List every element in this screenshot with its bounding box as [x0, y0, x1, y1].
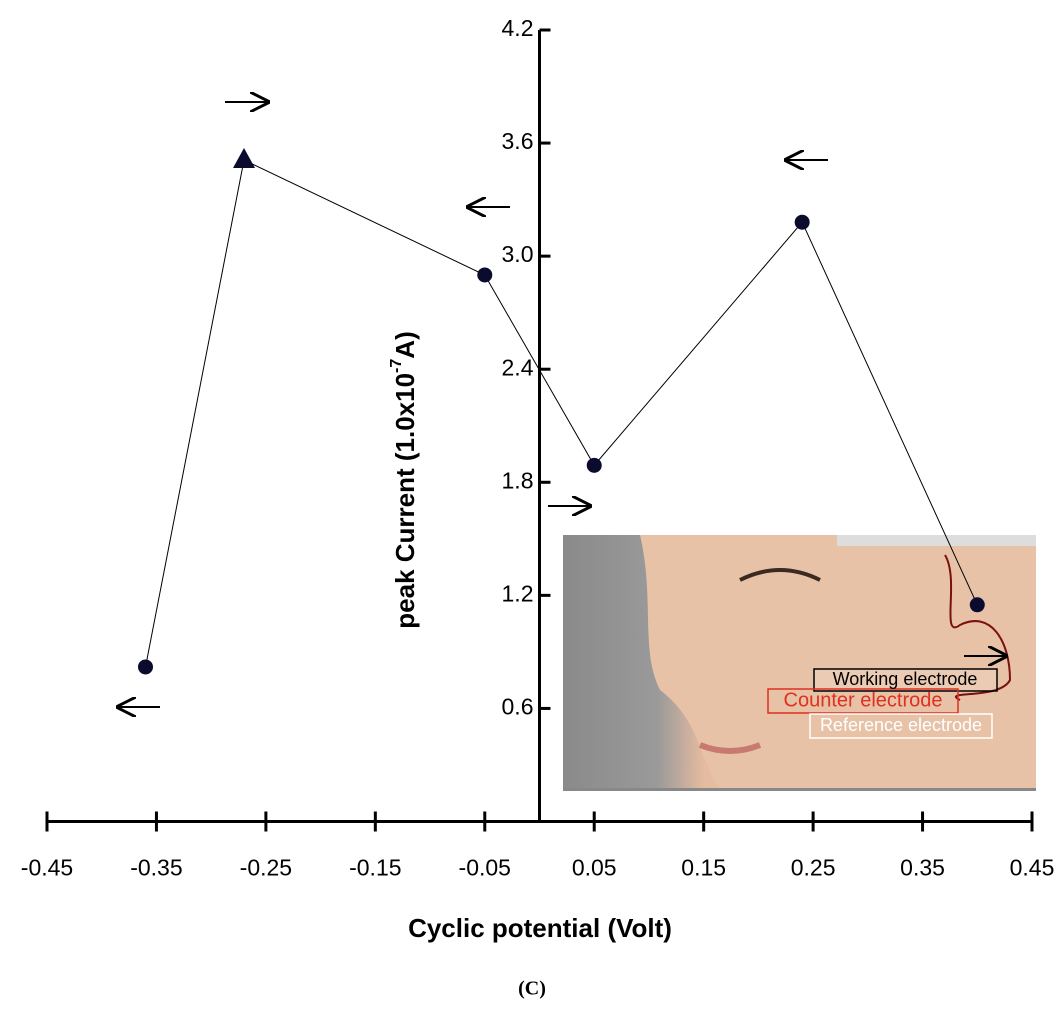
x-tick-label: 0.45: [1010, 855, 1055, 881]
y-label-part: peak Current (1.0x10: [390, 373, 420, 629]
x-tick-label: 0.15: [681, 855, 726, 881]
x-tick-label: 0.25: [791, 855, 836, 881]
x-tick-label: -0.45: [21, 855, 73, 881]
x-tick-label: -0.05: [459, 855, 511, 881]
y-tick-label: 2.4: [502, 354, 534, 380]
y-label-part: A): [390, 331, 420, 358]
caption: (C): [518, 978, 546, 1000]
chart: Working electrode Counter electrode Refe…: [0, 0, 1064, 1016]
point-marker: [587, 458, 602, 473]
inset-label: Reference electrode: [820, 715, 982, 735]
inset-photo: Working electrode Counter electrode Refe…: [563, 535, 1036, 791]
triangle-marker: [233, 148, 255, 168]
x-tick-label: 0.05: [572, 855, 617, 881]
inset-label: Working electrode: [833, 669, 978, 689]
y-tick-label: 1.8: [502, 467, 534, 493]
x-tick-label: -0.35: [130, 855, 182, 881]
point-marker: [138, 659, 153, 674]
y-label-superscript: -7: [388, 359, 405, 373]
point-marker: [795, 215, 810, 230]
y-tick-label: 4.2: [502, 15, 534, 41]
x-tick-label: -0.25: [240, 855, 292, 881]
y-tick-label: 3.0: [502, 241, 534, 267]
y-tick-label: 1.2: [502, 580, 534, 606]
y-tick-label: 3.6: [502, 128, 534, 154]
point-marker: [477, 267, 492, 282]
y-axis-label: peak Current (1.0x10-7A): [388, 331, 420, 628]
y-tick-label: 0.6: [502, 694, 534, 720]
inset-label: Counter electrode: [784, 689, 943, 711]
x-tick-label: -0.15: [349, 855, 401, 881]
x-tick-label: 0.35: [900, 855, 945, 881]
point-marker: [970, 597, 985, 612]
x-axis-label: Cyclic potential (Volt): [408, 913, 672, 943]
